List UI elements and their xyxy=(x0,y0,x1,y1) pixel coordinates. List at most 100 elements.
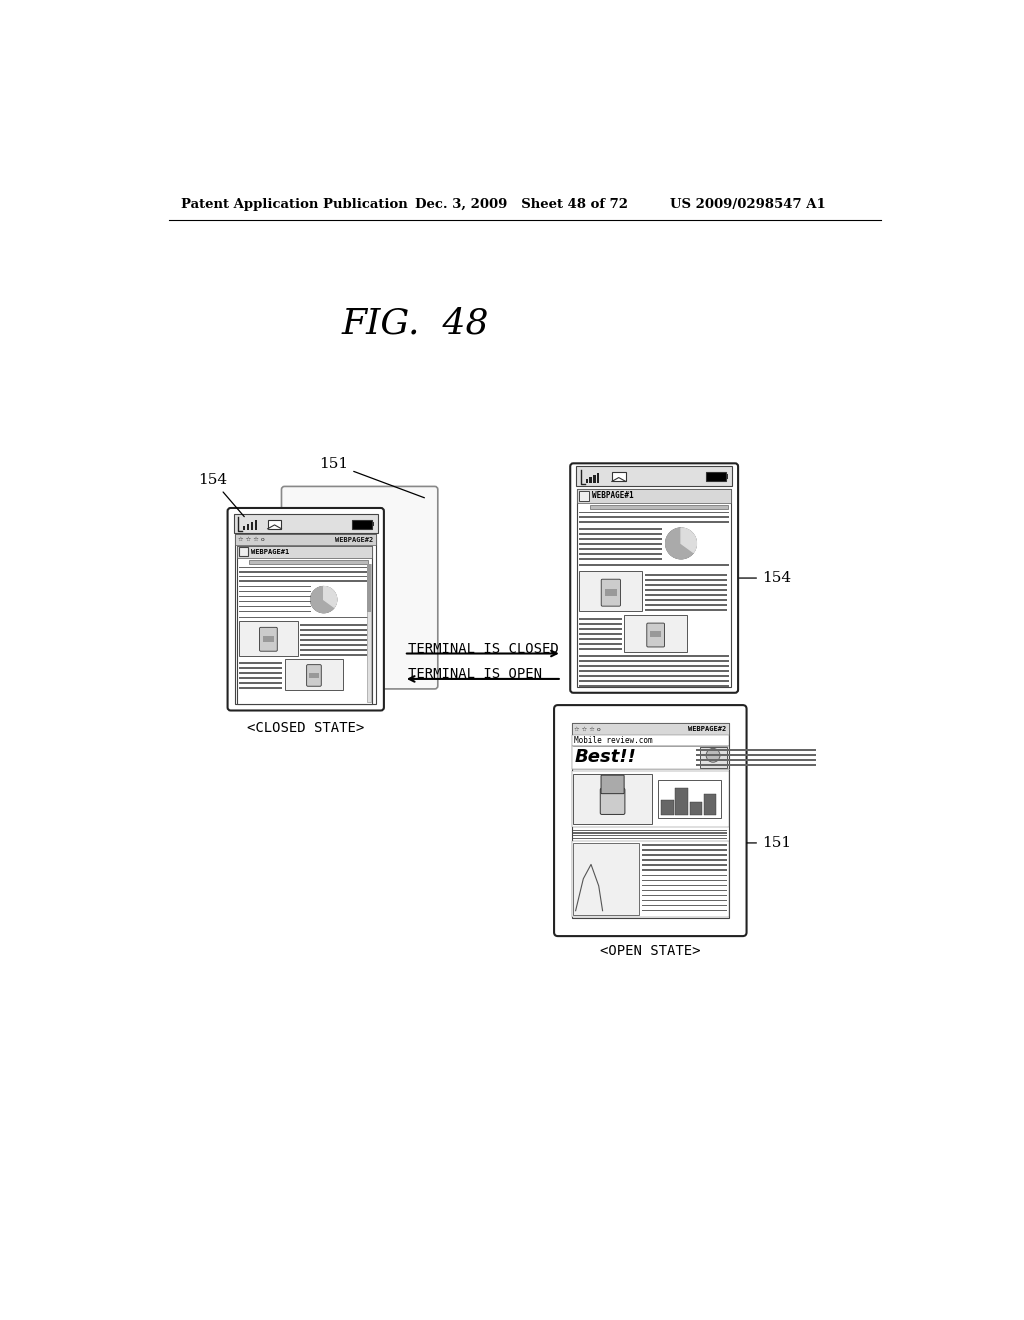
Bar xyxy=(644,605,727,606)
Bar xyxy=(580,634,622,635)
Bar xyxy=(251,521,253,531)
Text: WEBPAGE#2: WEBPAGE#2 xyxy=(688,726,727,733)
FancyBboxPatch shape xyxy=(306,665,322,686)
Text: WEBPAGE#1: WEBPAGE#1 xyxy=(251,549,289,554)
Bar xyxy=(240,606,310,607)
Bar xyxy=(233,515,378,533)
Bar xyxy=(580,680,729,681)
Bar xyxy=(580,516,729,517)
Bar xyxy=(650,631,662,638)
Bar xyxy=(658,780,721,818)
Bar xyxy=(240,586,310,587)
Bar xyxy=(240,616,370,618)
Polygon shape xyxy=(681,528,696,553)
FancyBboxPatch shape xyxy=(601,579,621,606)
Bar xyxy=(571,841,729,917)
Bar xyxy=(580,648,622,649)
Bar xyxy=(642,850,727,851)
Bar xyxy=(240,566,370,568)
Text: <OPEN STATE>: <OPEN STATE> xyxy=(600,944,700,958)
Bar xyxy=(577,466,732,486)
Text: 151: 151 xyxy=(319,457,424,498)
Bar xyxy=(590,478,592,483)
Bar xyxy=(642,874,727,876)
Bar xyxy=(662,800,674,816)
Polygon shape xyxy=(310,586,334,612)
Bar xyxy=(580,660,729,661)
Bar xyxy=(699,747,727,768)
Bar xyxy=(580,638,622,640)
Bar xyxy=(571,771,729,826)
FancyBboxPatch shape xyxy=(282,487,438,689)
Bar xyxy=(240,548,249,557)
Bar xyxy=(580,572,642,611)
Bar xyxy=(580,618,622,619)
Bar xyxy=(625,615,687,652)
Bar xyxy=(695,754,816,755)
Text: Mobile review.com: Mobile review.com xyxy=(574,737,652,744)
Bar xyxy=(255,520,257,531)
Bar xyxy=(642,895,727,896)
Bar xyxy=(578,488,731,686)
Bar xyxy=(573,843,639,915)
Bar xyxy=(644,589,727,591)
Bar xyxy=(644,579,727,581)
Bar xyxy=(580,548,662,549)
Bar xyxy=(642,854,727,857)
Bar xyxy=(695,759,816,760)
Bar xyxy=(573,838,727,840)
Bar xyxy=(593,475,596,483)
Bar xyxy=(367,564,371,702)
Bar xyxy=(578,488,731,503)
Bar xyxy=(300,649,367,651)
Bar xyxy=(571,723,729,735)
Bar xyxy=(573,830,727,832)
Bar xyxy=(240,672,283,673)
Bar xyxy=(580,655,729,656)
Bar xyxy=(644,585,727,586)
Bar xyxy=(580,533,662,535)
Bar xyxy=(240,686,283,689)
Text: FIG.  48: FIG. 48 xyxy=(342,308,489,341)
Text: Patent Application Publication: Patent Application Publication xyxy=(180,198,408,211)
Bar xyxy=(300,624,367,626)
Circle shape xyxy=(310,586,337,612)
Bar xyxy=(695,764,816,766)
Text: 154: 154 xyxy=(739,572,792,585)
Bar xyxy=(580,665,729,667)
Bar xyxy=(644,594,727,595)
Bar xyxy=(237,545,372,704)
Bar xyxy=(580,643,622,644)
Bar xyxy=(300,639,367,640)
Text: TERMINAL IS CLOSED: TERMINAL IS CLOSED xyxy=(408,642,558,656)
Bar xyxy=(236,535,376,545)
Bar xyxy=(580,521,729,523)
Bar xyxy=(597,473,599,483)
Bar xyxy=(237,545,372,558)
Text: Best!!: Best!! xyxy=(574,748,637,767)
Bar xyxy=(726,474,728,479)
Text: ☆ ☆ ☆ o: ☆ ☆ ☆ o xyxy=(239,537,265,543)
FancyBboxPatch shape xyxy=(259,627,278,651)
Bar xyxy=(642,904,727,906)
Bar xyxy=(590,504,728,508)
Bar xyxy=(372,521,374,527)
Bar xyxy=(571,746,729,770)
Bar xyxy=(586,479,588,483)
Bar xyxy=(642,870,727,871)
Bar xyxy=(300,630,367,631)
Text: WEBPAGE#1: WEBPAGE#1 xyxy=(592,491,634,500)
Bar xyxy=(642,859,727,861)
Bar xyxy=(240,622,298,656)
Bar xyxy=(676,788,688,816)
Bar xyxy=(573,774,652,825)
Bar xyxy=(580,685,729,686)
Bar xyxy=(367,564,371,612)
Bar xyxy=(571,735,729,746)
FancyBboxPatch shape xyxy=(600,788,625,814)
Bar xyxy=(267,520,282,529)
Bar xyxy=(703,795,717,816)
FancyBboxPatch shape xyxy=(601,775,625,793)
Bar xyxy=(249,560,369,564)
Bar xyxy=(644,610,727,611)
